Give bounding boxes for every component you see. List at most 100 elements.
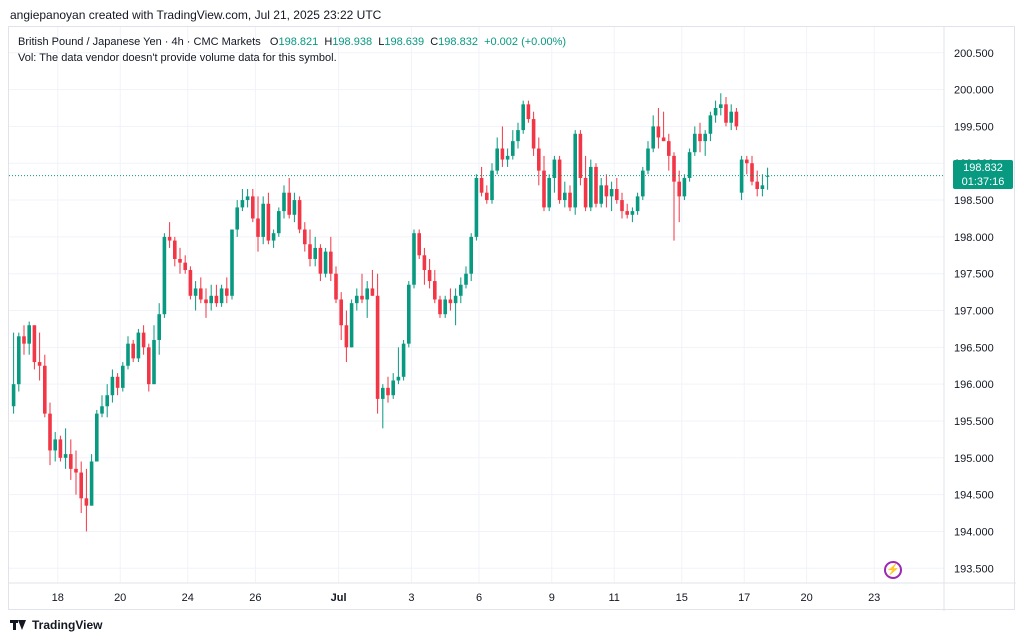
high-label: H [324,36,333,48]
candle-body [563,192,567,201]
candle [625,203,629,219]
candle-body [370,288,375,296]
candle-body [656,126,661,138]
candle [589,159,593,212]
candle [438,295,442,318]
candle [537,137,541,186]
candle [667,133,671,171]
candle [531,111,536,156]
symbol-name[interactable]: British Pound / Japanese Yen · 4h · CMC … [18,36,261,48]
candle-body [641,170,645,197]
candlestick-chart[interactable]: 200.500200.000199.500199.000198.500198.0… [9,27,1016,611]
candle [511,130,515,160]
candle [27,321,31,355]
candle [396,347,401,385]
candle-body [219,288,224,304]
candle-body [95,413,99,462]
x-tick-label: 9 [549,592,555,604]
candle [355,288,359,311]
x-tick-label: 15 [676,592,688,604]
candle [391,373,395,399]
candle-body [729,111,733,123]
candle [552,155,557,193]
candle-body [682,177,687,197]
candle [329,236,333,282]
candle [459,277,463,304]
x-tick-label: 24 [182,592,194,604]
candle-body [37,362,42,366]
candle [37,332,42,381]
y-tick-label: 199.500 [954,121,994,133]
candle-body [557,159,562,201]
open-label: O [269,36,279,48]
candle-body [542,170,546,208]
candle-body [152,339,156,385]
candle-body [537,148,541,171]
candle [89,454,94,506]
x-tick-label: 20 [800,592,812,604]
last-price-value: 198.832 [963,162,1003,174]
chart-frame[interactable]: 200.500200.000199.500199.000198.500198.0… [8,26,1016,611]
candle [43,354,47,418]
bar-countdown: 01:37:16 [961,176,1005,188]
candle-body [240,200,245,208]
candle-body [188,270,193,296]
x-tick-label: 6 [476,592,482,604]
candle [183,255,187,274]
x-tick-label: 26 [249,592,261,604]
candle [141,325,146,355]
candle [271,229,276,248]
candle-body [178,258,182,263]
candle-body [22,336,26,344]
candle [734,108,739,131]
footer-brand[interactable]: TradingView [10,618,102,632]
candle [568,185,572,212]
candle-body [115,376,120,388]
y-axis: 200.500200.000199.500199.000198.500198.0… [943,27,994,611]
candle-body [329,251,333,274]
candle-body [105,395,109,407]
candle-body [100,406,104,414]
candle [323,247,328,278]
candle [755,170,759,197]
candle-body [84,498,89,506]
candle [594,163,598,208]
candle [745,155,749,175]
candle [563,181,567,208]
candle-body [58,439,63,458]
candle-body [552,159,557,178]
candle-body [245,196,250,201]
candle [58,435,63,462]
grid-lines [9,27,944,583]
candle [11,332,16,414]
candle-body [755,181,759,190]
footer-brand-text: TradingView [32,618,103,632]
candle [386,376,390,403]
candle [760,174,765,197]
candle-body [417,233,421,256]
x-tick-label: 11 [608,592,619,604]
candle-body [703,133,707,142]
candle [261,196,265,245]
candle [495,137,499,175]
candle [303,222,307,252]
candle [251,189,255,223]
candle [433,270,437,304]
candle [464,266,468,289]
candle-body [594,166,598,204]
candle-body [43,365,47,414]
candle-body [615,189,619,201]
candle [22,325,26,355]
candle [578,130,583,186]
candle [344,310,349,363]
candle [173,236,177,267]
lightning-bolt-icon[interactable]: ⚡ [884,561,902,579]
candle-body [173,240,177,259]
low-value: 198.639 [384,36,425,48]
candle-body [646,148,650,171]
candle [412,229,416,289]
candle [339,292,343,340]
candle [713,100,718,123]
candle [131,339,135,363]
candle-body [355,295,359,304]
